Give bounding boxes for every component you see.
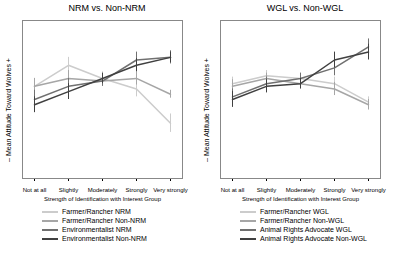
svg-text:Strength of Identification wit: Strength of Identification with Interest… [44, 196, 162, 202]
svg-text:Very strongly: Very strongly [153, 187, 188, 193]
svg-text:Very strongly: Very strongly [351, 187, 386, 193]
svg-text:Moderately: Moderately [88, 187, 118, 193]
html-text:Farmer/Rancher Non-NRM: Farmer/Rancher Non-NRM [62, 217, 146, 224]
html-text:Environmentalist NRM: Environmentalist NRM [62, 226, 132, 233]
html-text:– Mean Attitude Toward Wolves: – Mean Attitude Toward Wolves + [4, 58, 12, 162]
html-text:NRM vs. Non-NRM: NRM vs. Non-NRM [68, 3, 146, 13]
svg-text:Strongly: Strongly [125, 187, 147, 193]
svg-text:Strongly: Strongly [323, 187, 345, 193]
html-text:Environmentalist Non-NRM: Environmentalist Non-NRM [62, 235, 147, 242]
svg-text:Slightly: Slightly [59, 187, 78, 193]
svg-text:Not at all: Not at all [23, 187, 47, 193]
html-text:– Mean Attitude Toward Wolves: – Mean Attitude Toward Wolves + [202, 58, 210, 162]
html-text:Animal Rights Advocate WGL: Animal Rights Advocate WGL [260, 226, 352, 233]
html-text:WGL vs. Non-WGL: WGL vs. Non-WGL [266, 3, 344, 13]
svg-text:Strength of Identification wit: Strength of Identification with Interest… [242, 196, 360, 202]
html-text:Farmer/Rancher NRM: Farmer/Rancher NRM [62, 208, 131, 215]
svg-text:Not at all: Not at all [221, 187, 245, 193]
svg-text:Moderately: Moderately [286, 187, 316, 193]
svg-text:Slightly: Slightly [257, 187, 276, 193]
html-text:Farmer/Rancher Non-WGL: Farmer/Rancher Non-WGL [260, 217, 344, 224]
html-text:Animal Rights Advocate Non-WGL: Animal Rights Advocate Non-WGL [260, 235, 367, 242]
html-text:Farmer/Rancher WGL: Farmer/Rancher WGL [260, 208, 329, 215]
